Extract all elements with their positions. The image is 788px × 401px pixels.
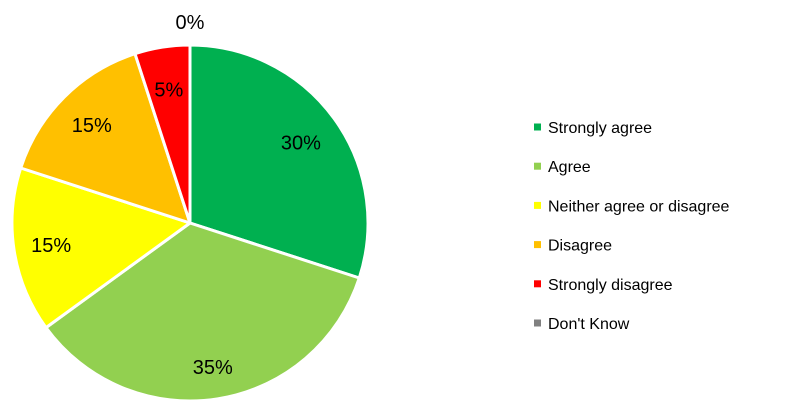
legend-swatch-disagree — [534, 241, 541, 249]
data-label-disagree: 15% — [72, 115, 112, 137]
legend-item-agree: Agree — [534, 159, 591, 176]
data-label-strongly-disagree: 5% — [154, 79, 183, 101]
legend-item-strongly-disagree: Strongly disagree — [534, 277, 673, 294]
legend-swatch-strongly-agree — [534, 123, 541, 131]
legend-label-agree: Agree — [548, 159, 591, 176]
legend-swatch-don-t-know — [534, 319, 541, 327]
legend-label-neither-agree-or-disagree: Neither agree or disagree — [548, 198, 730, 215]
legend-item-don-t-know: Don't Know — [534, 316, 630, 333]
legend-swatch-agree — [534, 162, 541, 170]
legend-item-neither-agree-or-disagree: Neither agree or disagree — [534, 198, 730, 215]
legend-item-disagree: Disagree — [534, 238, 612, 255]
pie-slices — [10, 43, 370, 401]
legend-item-strongly-agree: Strongly agree — [534, 120, 652, 137]
pie-data-labels: 30% 35% 15% 15% 5% 0% — [31, 12, 321, 379]
pie-slice-neither-agree-or-disagree — [10, 166, 192, 330]
pie-slice-strongly-agree — [188, 43, 370, 280]
data-label-don-t-know: 0% — [176, 12, 205, 34]
legend-label-strongly-agree: Strongly agree — [548, 120, 652, 137]
pie-slice-strongly-disagree — [133, 43, 192, 225]
data-label-strongly-agree: 30% — [281, 132, 321, 154]
legend-label-strongly-disagree: Strongly disagree — [548, 277, 673, 294]
legend-label-disagree: Disagree — [548, 238, 612, 255]
data-label-agree: 35% — [193, 357, 233, 379]
data-label-neither-agree-or-disagree: 15% — [31, 235, 71, 257]
legend-label-don-t-know: Don't Know — [548, 316, 630, 333]
legend-swatch-neither-agree-or-disagree — [534, 201, 541, 209]
legend-swatch-strongly-disagree — [534, 280, 541, 288]
pie-slice-agree — [44, 221, 361, 401]
chart-legend: Strongly agree Agree Neither agree or disa… — [534, 120, 730, 333]
